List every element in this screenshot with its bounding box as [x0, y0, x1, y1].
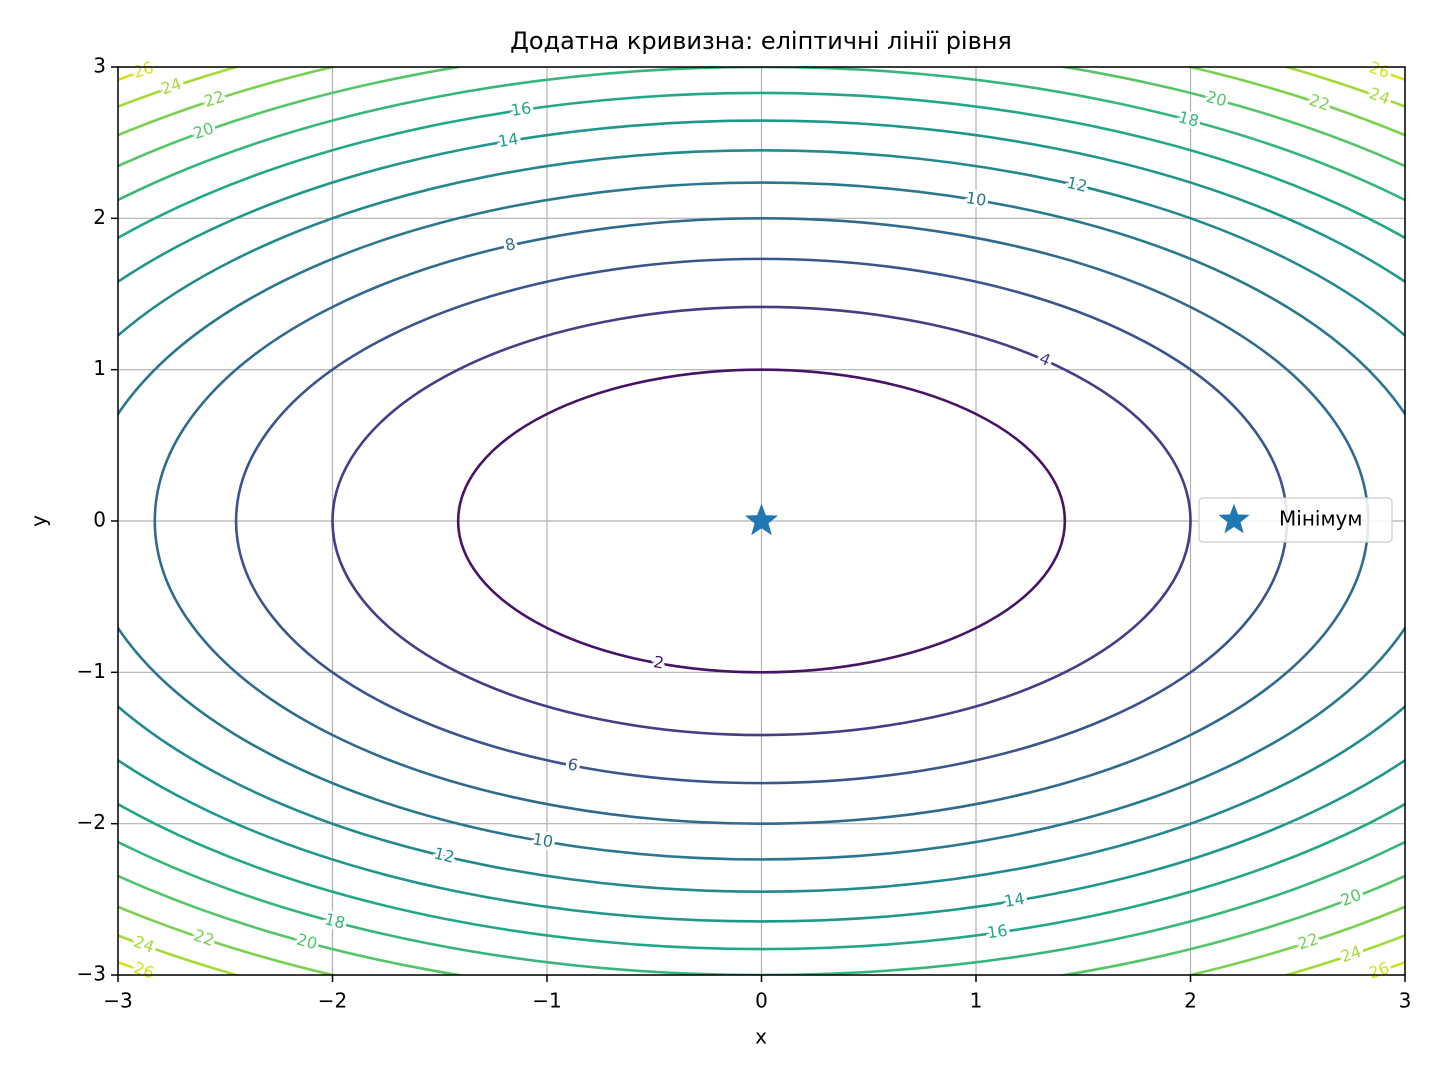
contour-line — [331, 305, 1192, 737]
legend-marker — [1218, 503, 1250, 534]
legend-box — [1198, 497, 1393, 543]
contour-line — [118, 119, 1405, 923]
contour-label: 10 — [965, 188, 988, 210]
y-tick-label: 1 — [93, 356, 106, 380]
y-axis-label: y — [27, 515, 51, 527]
x-axis-label: x — [755, 1025, 767, 1049]
x-tick-label: 1 — [970, 989, 983, 1013]
y-tick-label: −2 — [77, 810, 106, 834]
x-tick-label: 3 — [1399, 989, 1412, 1013]
y-tick-label: −1 — [77, 659, 106, 683]
contour-label: 14 — [497, 129, 520, 151]
minimum-marker — [744, 503, 779, 536]
x-tick-label: 0 — [755, 989, 768, 1013]
overlay: −3 −2 −1 0 1 2 3 −3 −2 −1 0 1 2 3 Мінімум — [77, 54, 1412, 1013]
x-tick-label: −2 — [318, 989, 347, 1013]
chart-title: Додатна кривизна: еліптичні лінії рівня — [510, 27, 1012, 55]
contour-label: 10 — [531, 829, 554, 851]
legend-label: Мінімум — [1279, 507, 1362, 531]
contour-line — [456, 368, 1067, 674]
y-tick-label: 0 — [93, 508, 106, 532]
contour-line — [118, 149, 1405, 893]
x-tick-label: 2 — [1184, 989, 1197, 1013]
contour-line — [118, 91, 1405, 951]
contour-label: 16 — [986, 921, 1009, 943]
y-tick-label: 3 — [93, 54, 106, 78]
x-tick-label: −1 — [532, 989, 561, 1013]
contour-label: 14 — [1003, 889, 1026, 911]
contour-label: 16 — [510, 98, 533, 120]
y-tick-label: 2 — [93, 205, 106, 229]
x-tick-label: −3 — [103, 989, 132, 1013]
contour-line — [118, 181, 1405, 861]
y-tick-label: −3 — [77, 962, 106, 986]
